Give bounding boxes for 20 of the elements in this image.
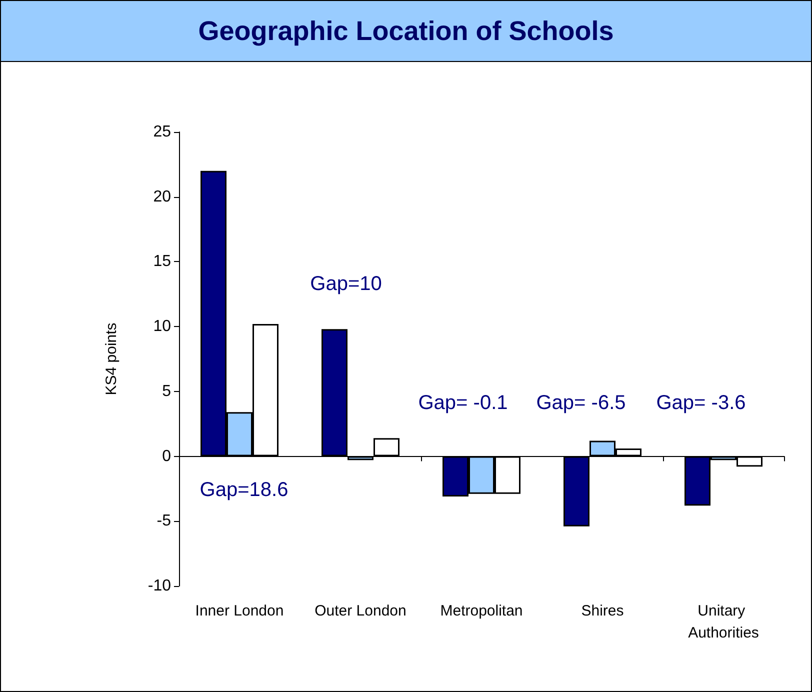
x-tick-label: Shires <box>581 602 624 620</box>
annotation: Gap= -3.6 <box>656 392 746 414</box>
y-tick-label: 5 <box>162 382 172 400</box>
y-tick-label: 20 <box>153 188 172 206</box>
chart-title: Geographic Location of Schools <box>1 1 811 62</box>
y-tick-label: 10 <box>153 318 172 336</box>
y-tick-label: 15 <box>153 253 172 270</box>
y-axis-title: KS4 points <box>103 322 120 396</box>
y-tick-label: 25 <box>153 124 172 140</box>
annotation: Gap=18.6 <box>200 479 288 501</box>
x-tick-label: Unitary Authorities <box>688 602 759 642</box>
x-tick-label: Metropolitan <box>440 602 523 620</box>
annotation: Gap=10 <box>310 273 382 295</box>
y-tick-label: -5 <box>156 512 172 530</box>
x-tick-label: Outer London <box>314 602 406 620</box>
annotation: Gap= -0.1 <box>418 392 508 414</box>
y-tick-label: 0 <box>162 448 172 465</box>
x-tick-label: Inner London <box>195 602 284 620</box>
y-tick-label: -10 <box>148 578 172 594</box>
annotation: Gap= -6.5 <box>536 392 626 414</box>
